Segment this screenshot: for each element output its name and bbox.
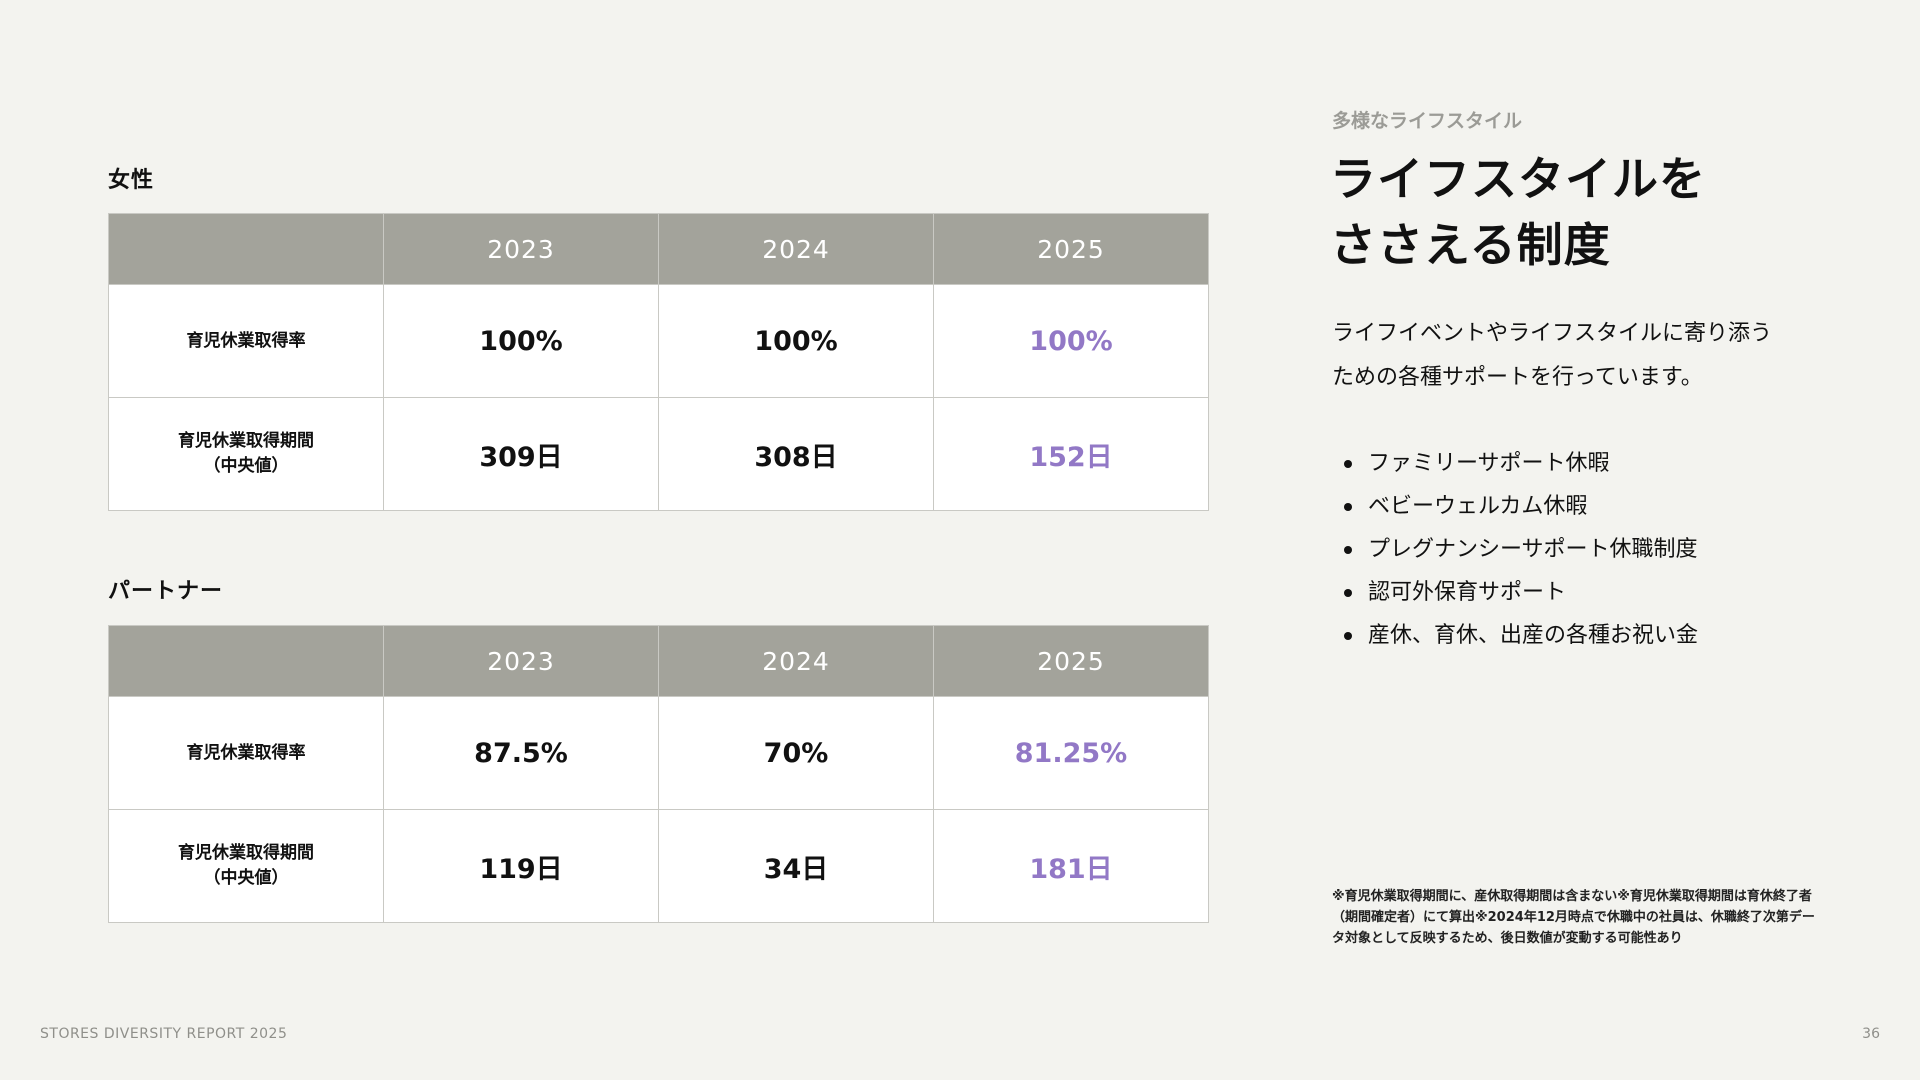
section-title-women: 女性 — [108, 168, 155, 193]
list-item: プレグナンシーサポート休職制度 — [1332, 528, 1698, 571]
year-header: 2023 — [383, 625, 659, 697]
footnote: ※育児休業取得期間に、産休取得期間は含まない※育児休業取得期間は育休終了者（期間… — [1332, 889, 1815, 946]
corner-cell — [108, 213, 384, 285]
row-label: 育児休業取得率 — [108, 696, 384, 810]
table-row: 育児休業取得期間 （中央値） 119日 34日 181日 — [108, 809, 1209, 923]
eyebrow-label: 多様なライフスタイル — [1332, 110, 1523, 132]
list-item: 認可外保育サポート — [1332, 571, 1698, 614]
value-cell-highlight: 181日 — [933, 809, 1209, 923]
list-item: ファミリーサポート休暇 — [1332, 442, 1698, 485]
table-row: 育児休業取得率 87.5% 70% 81.25% — [108, 696, 1209, 810]
row-label: 育児休業取得期間 （中央値） — [108, 397, 384, 511]
value-cell: 70% — [658, 696, 934, 810]
value-cell: 34日 — [658, 809, 934, 923]
page-title: ライフスタイルを ささえる制度 — [1330, 152, 1706, 272]
year-header: 2025 — [933, 625, 1209, 697]
value-cell-highlight: 81.25% — [933, 696, 1209, 810]
year-header: 2025 — [933, 213, 1209, 285]
page-number: 36 — [1862, 1026, 1880, 1042]
partner-stats-table: 2023 2024 2025 育児休業取得率 87.5% 70% 81.25% … — [108, 625, 1209, 923]
value-cell-highlight: 152日 — [933, 397, 1209, 511]
year-header: 2024 — [658, 213, 934, 285]
year-header: 2023 — [383, 213, 659, 285]
value-cell: 87.5% — [383, 696, 659, 810]
lead-text: ライフイベントやライフスタイルに寄り添う ための各種サポートを行っています。 — [1332, 321, 1773, 390]
value-cell: 100% — [383, 284, 659, 398]
value-cell: 309日 — [383, 397, 659, 511]
row-label: 育児休業取得率 — [108, 284, 384, 398]
list-item: 産休、育休、出産の各種お祝い金 — [1332, 614, 1698, 657]
row-label: 育児休業取得期間 （中央値） — [108, 809, 384, 923]
value-cell: 119日 — [383, 809, 659, 923]
value-cell: 308日 — [658, 397, 934, 511]
year-header: 2024 — [658, 625, 934, 697]
corner-cell — [108, 625, 384, 697]
section-title-partner: パートナー — [108, 579, 224, 604]
value-cell-highlight: 100% — [933, 284, 1209, 398]
value-cell: 100% — [658, 284, 934, 398]
table-header-row: 2023 2024 2025 — [108, 213, 1209, 285]
table-row: 育児休業取得期間 （中央値） 309日 308日 152日 — [108, 397, 1209, 511]
report-footer: STORES DIVERSITY REPORT 2025 — [40, 1026, 288, 1042]
table-header-row: 2023 2024 2025 — [108, 625, 1209, 697]
support-list: ファミリーサポート休暇 ベビーウェルカム休暇 プレグナンシーサポート休職制度 認… — [1332, 442, 1698, 657]
list-item: ベビーウェルカム休暇 — [1332, 485, 1698, 528]
women-stats-table: 2023 2024 2025 育児休業取得率 100% 100% 100% 育児… — [108, 213, 1209, 511]
table-row: 育児休業取得率 100% 100% 100% — [108, 284, 1209, 398]
